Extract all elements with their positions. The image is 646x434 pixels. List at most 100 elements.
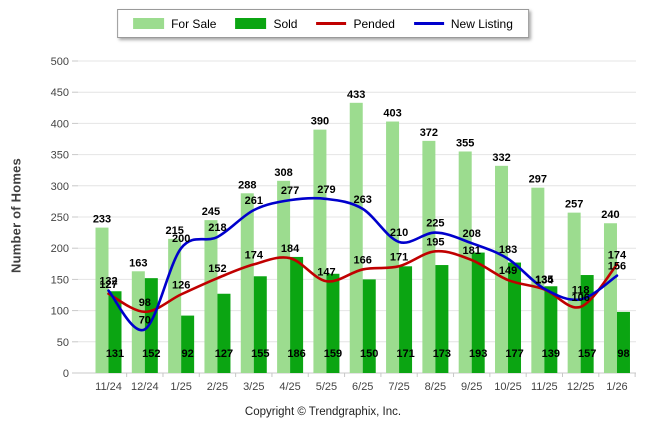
bar-for-sale bbox=[567, 212, 581, 373]
for-sale-swatch-icon bbox=[133, 18, 165, 29]
copyright-text: Copyright © Trendgraphix, Inc. bbox=[244, 406, 402, 418]
legend-label-for-sale: For Sale bbox=[171, 16, 217, 31]
sold-value-label: 173 bbox=[433, 348, 451, 360]
pended-value-label: 174 bbox=[245, 249, 264, 261]
x-tick-label: 6/25 bbox=[352, 381, 373, 393]
bar-for-sale bbox=[495, 165, 509, 373]
pended-value-label: 106 bbox=[571, 292, 589, 304]
pended-value-label: 147 bbox=[317, 266, 335, 278]
legend-label-sold: Sold bbox=[273, 16, 298, 31]
new-listing-value-label: 225 bbox=[426, 218, 444, 230]
y-tick-label: 250 bbox=[51, 212, 69, 224]
pended-value-label: 127 bbox=[99, 279, 117, 291]
bar-for-sale bbox=[422, 140, 436, 373]
new-listing-value-label: 261 bbox=[245, 195, 263, 207]
bar-sold bbox=[108, 291, 122, 373]
new-listing-value-label: 70 bbox=[139, 314, 151, 326]
bar-sold bbox=[144, 278, 158, 373]
new-listing-value-label: 135 bbox=[535, 274, 553, 286]
for-sale-value-label: 332 bbox=[492, 152, 510, 164]
new-listing-value-label: 279 bbox=[317, 184, 335, 196]
x-tick-label: 11/25 bbox=[531, 381, 558, 393]
sold-value-label: 171 bbox=[396, 348, 414, 360]
legend-item-pended: Pended bbox=[316, 17, 395, 31]
for-sale-value-label: 257 bbox=[565, 199, 583, 211]
for-sale-value-label: 372 bbox=[420, 127, 438, 139]
pended-value-label: 184 bbox=[281, 243, 300, 255]
for-sale-value-label: 390 bbox=[311, 116, 329, 128]
for-sale-value-label: 355 bbox=[456, 137, 474, 149]
sold-value-label: 98 bbox=[617, 348, 629, 360]
y-tick-label: 450 bbox=[51, 87, 69, 99]
x-tick-label: 1/25 bbox=[170, 381, 191, 393]
x-tick-label: 7/25 bbox=[388, 381, 409, 393]
new-listing-line-swatch-icon bbox=[413, 22, 444, 25]
for-sale-value-label: 233 bbox=[93, 214, 111, 226]
bar-for-sale bbox=[313, 129, 327, 373]
x-tick-label: 3/25 bbox=[243, 381, 264, 393]
sold-value-label: 186 bbox=[287, 348, 305, 360]
sold-value-label: 92 bbox=[182, 348, 194, 360]
sold-swatch-icon bbox=[235, 18, 267, 29]
pended-value-label: 171 bbox=[390, 251, 408, 263]
x-tick-label: 10/25 bbox=[494, 381, 522, 393]
new-listing-value-label: 208 bbox=[463, 228, 481, 240]
bar-for-sale bbox=[131, 271, 145, 373]
legend-item-new-listing: New Listing bbox=[413, 16, 513, 31]
new-listing-value-label: 263 bbox=[354, 194, 372, 206]
chart-legend: For Sale Sold Pended New Listing bbox=[117, 9, 529, 38]
y-tick-label: 400 bbox=[51, 118, 69, 130]
sold-value-label: 177 bbox=[505, 348, 523, 360]
bar-sold bbox=[616, 311, 630, 373]
bar-for-sale bbox=[95, 227, 109, 373]
bar-for-sale bbox=[204, 220, 218, 373]
pended-value-label: 195 bbox=[426, 236, 444, 248]
sold-value-label: 155 bbox=[251, 348, 269, 360]
pended-value-label: 98 bbox=[139, 297, 151, 309]
for-sale-value-label: 245 bbox=[202, 206, 220, 218]
pended-line bbox=[107, 249, 619, 314]
for-sale-value-label: 288 bbox=[238, 179, 256, 191]
pended-value-label: 166 bbox=[354, 254, 372, 266]
new-listing-value-label: 183 bbox=[499, 244, 517, 256]
pended-value-label: 181 bbox=[463, 245, 481, 257]
bar-sold bbox=[471, 252, 485, 373]
bar-sold bbox=[217, 293, 231, 373]
for-sale-value-label: 308 bbox=[274, 167, 292, 179]
pended-value-label: 149 bbox=[499, 265, 517, 277]
new-listing-value-label: 210 bbox=[390, 227, 408, 239]
legend-item-sold: Sold bbox=[235, 17, 297, 31]
x-tick-label: 12/25 bbox=[567, 381, 595, 393]
bar-sold bbox=[253, 276, 267, 373]
y-tick-label: 500 bbox=[51, 56, 69, 68]
bar-sold bbox=[435, 265, 449, 373]
y-tick-label: 350 bbox=[51, 150, 69, 162]
y-tick-label: 100 bbox=[51, 306, 69, 318]
pended-value-label: 126 bbox=[172, 279, 190, 291]
for-sale-value-label: 403 bbox=[383, 108, 401, 120]
x-tick-label: 2/25 bbox=[207, 381, 228, 393]
new-listing-value-label: 200 bbox=[172, 233, 190, 245]
bar-sold bbox=[544, 286, 558, 373]
y-tick-label: 0 bbox=[63, 368, 69, 380]
for-sale-value-label: 297 bbox=[529, 174, 547, 186]
sold-value-label: 127 bbox=[215, 348, 233, 360]
x-tick-label: 9/25 bbox=[461, 381, 482, 393]
sold-value-label: 193 bbox=[469, 348, 487, 360]
sold-value-label: 152 bbox=[142, 348, 160, 360]
x-tick-label: 4/25 bbox=[279, 381, 300, 393]
x-tick-label: 11/24 bbox=[95, 381, 122, 393]
sold-value-label: 131 bbox=[106, 348, 124, 360]
y-tick-label: 300 bbox=[51, 181, 69, 193]
bar-sold bbox=[362, 279, 376, 373]
sold-value-label: 157 bbox=[578, 348, 596, 360]
legend-label-new-listing: New Listing bbox=[450, 16, 513, 31]
y-tick-label: 200 bbox=[51, 243, 69, 255]
pended-value-label: 152 bbox=[208, 263, 226, 275]
new-listing-value-label: 132 bbox=[99, 276, 117, 288]
new-listing-value-label: 118 bbox=[572, 284, 590, 296]
bar-for-sale bbox=[240, 193, 254, 373]
for-sale-value-label: 433 bbox=[347, 89, 365, 101]
